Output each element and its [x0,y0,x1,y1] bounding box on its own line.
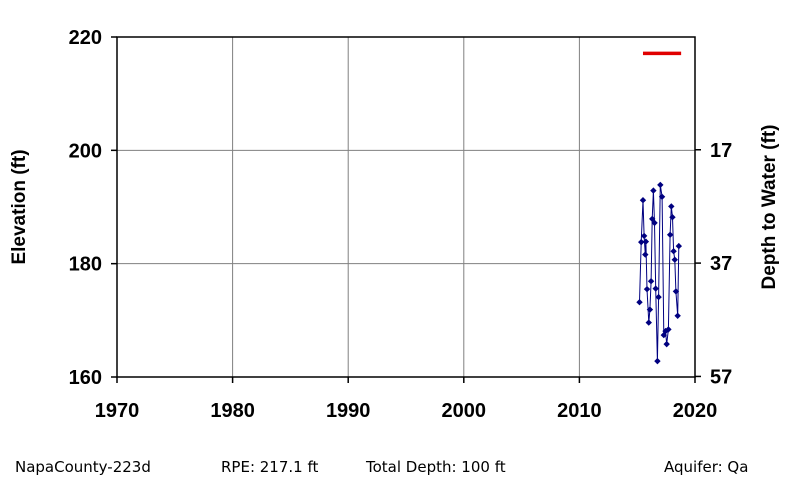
data-marks [636,51,683,365]
data-point [651,219,658,227]
y-tick-label-right: 17 [710,140,732,162]
y-tick-label-left: 180 [69,254,102,276]
well-name: NapaCounty-223d [15,458,151,476]
data-point [670,248,677,255]
plot-border [116,36,696,378]
y-tick-label-left: 220 [69,27,102,49]
rpe-label: RPE: 217.1 ft [221,458,319,476]
data-point [655,293,662,301]
data-point [675,242,683,250]
total-depth-label: Total Depth: 100 ft [366,458,506,476]
data-point [672,288,680,295]
x-tick-label: 2000 [442,400,487,422]
x-tick-label: 1990 [326,400,371,422]
data-point [642,238,650,245]
data-point [658,193,666,200]
data-point [666,231,674,238]
y-tick-label-left: 200 [69,140,102,162]
data-point [652,285,659,292]
data-point [669,214,676,221]
data-point [645,319,652,326]
data-point [640,232,648,240]
data-point [668,203,675,210]
data-point [636,299,643,306]
x-tick-label: 1970 [95,400,140,422]
data-point [671,256,678,263]
x-tick-label: 2020 [673,400,718,422]
y-tick-label-left: 160 [69,367,102,389]
data-point [663,340,670,348]
y-axis-title-right: Depth to Water (ft) [759,125,780,290]
data-point [647,278,655,285]
axes: 1970 1980 1990 2000 2010 2020 160 180 200 220 57 37… [69,27,733,422]
x-tick-label: 2010 [557,400,602,422]
y-axis-title-left: Elevation (ft) [9,149,30,264]
data-point [646,306,654,313]
data-point [643,285,651,293]
data-point [639,197,647,204]
aquifer-label: Aquifer: Qa [664,458,749,476]
data-point [674,312,681,319]
data-point [665,326,672,333]
data-point [638,238,645,246]
y-tick-label-right: 57 [710,366,732,388]
x-tick-label: 1980 [210,400,255,422]
data-point [654,357,661,365]
data-point [650,187,657,194]
data-point [662,327,669,335]
plot-area [117,37,695,377]
y-tick-label-right: 37 [710,253,732,275]
data-point [657,181,664,189]
data-point [642,251,649,258]
